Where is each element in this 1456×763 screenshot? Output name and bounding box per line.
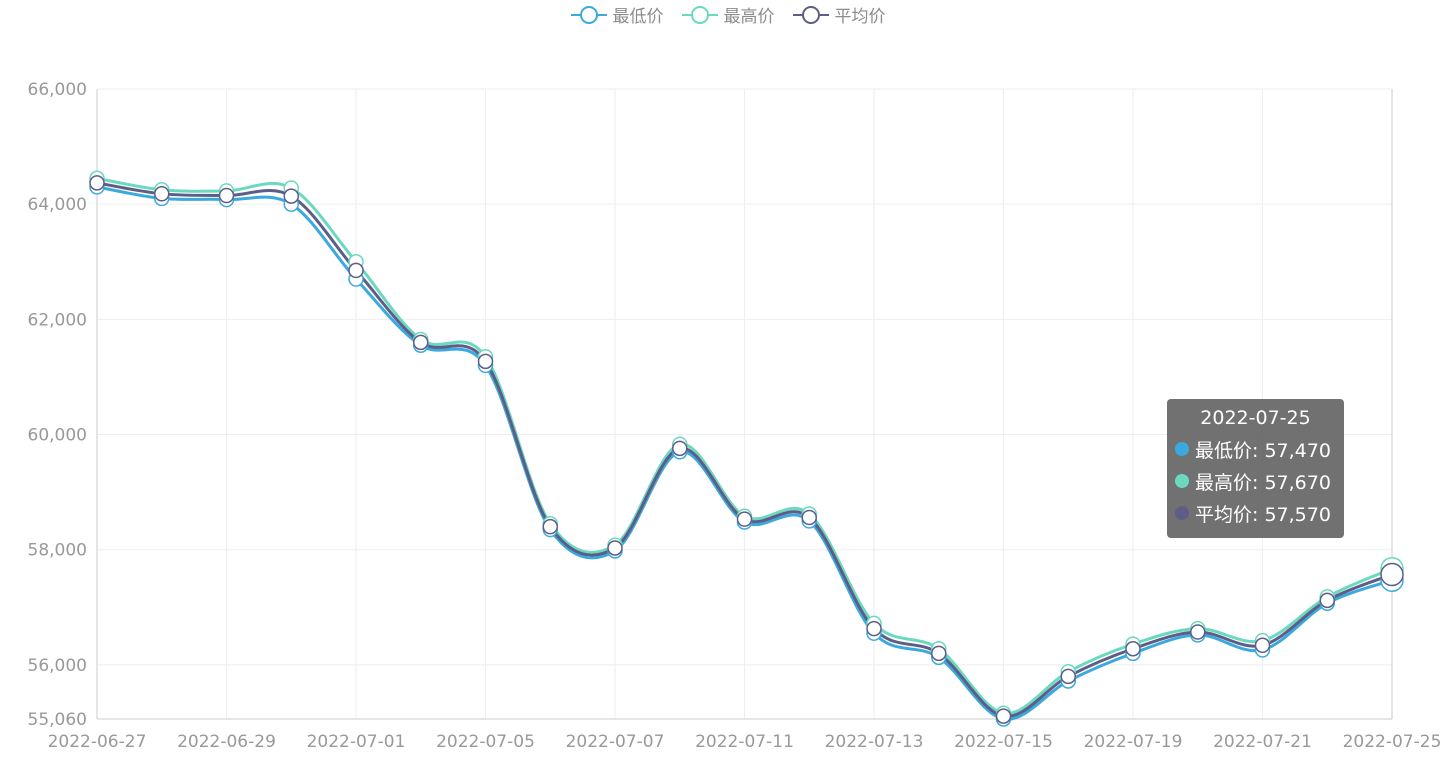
data-point <box>283 188 299 204</box>
legend-line-circle-icon <box>570 5 607 24</box>
data-point <box>218 187 235 204</box>
tooltip-row-high: 最高价: 57,670 <box>1175 465 1336 497</box>
data-point <box>672 440 688 457</box>
data-point <box>542 518 558 535</box>
data-point <box>413 334 429 351</box>
series-dot-icon <box>1175 442 1189 456</box>
tooltip: 2022-07-25 最低价: 57,470 最高价: 57,670 平均价: … <box>1167 399 1344 538</box>
legend-item-low[interactable]: 最低价 <box>570 2 664 27</box>
y-tick-label: 66,000 <box>28 80 87 100</box>
x-tick-label: 2022-07-15 <box>954 732 1053 752</box>
series-dot-icon <box>1175 506 1189 520</box>
y-tick-label: 60,000 <box>28 426 87 446</box>
data-point <box>1319 592 1335 609</box>
tooltip-row-label: 平均价: 57,570 <box>1195 503 1331 526</box>
data-point <box>477 353 494 370</box>
x-tick-label: 2022-07-01 <box>307 732 406 752</box>
y-tick-label: 55,060 <box>28 710 87 730</box>
data-point <box>1190 624 1206 640</box>
legend-item-high[interactable]: 最高价 <box>681 2 775 27</box>
legend-item-avg[interactable]: 平均价 <box>792 2 886 27</box>
legend: 最低价 最高价 平均价 <box>0 2 1456 27</box>
tooltip-row-avg: 平均价: 57,570 <box>1175 497 1336 529</box>
tooltip-row-label: 最高价: 57,670 <box>1195 471 1331 494</box>
x-tick-label: 2022-07-19 <box>1084 732 1183 752</box>
legend-line-circle-icon <box>681 5 718 24</box>
data-point <box>866 620 882 637</box>
data-point <box>1254 637 1271 654</box>
legend-label: 最低价 <box>612 7 664 27</box>
x-tick-label: 2022-07-07 <box>566 732 665 752</box>
data-point <box>1380 562 1404 587</box>
x-tick-label: 2022-07-13 <box>825 732 924 752</box>
data-point <box>801 509 817 526</box>
x-tick-label: 2022-07-25 <box>1343 732 1442 752</box>
tooltip-row-low: 最低价: 57,470 <box>1175 433 1336 465</box>
data-point <box>736 511 753 527</box>
legend-line-circle-icon <box>792 5 829 24</box>
legend-label: 平均价 <box>834 7 886 27</box>
x-tick-label: 2022-07-21 <box>1213 732 1312 752</box>
series-line <box>96 185 1393 721</box>
data-point <box>607 540 623 556</box>
y-tick-label: 64,000 <box>28 195 87 215</box>
data-point <box>89 175 105 191</box>
tooltip-row-label: 最低价: 57,470 <box>1195 439 1331 462</box>
x-tick-label: 2022-07-05 <box>436 732 535 752</box>
data-point <box>348 262 364 279</box>
data-point <box>995 708 1012 724</box>
x-tick-label: 2022-07-11 <box>695 732 794 752</box>
series-line <box>96 181 1393 718</box>
y-tick-label: 58,000 <box>28 541 87 561</box>
x-tick-label: 2022-06-27 <box>48 732 147 752</box>
data-point <box>931 645 947 662</box>
data-point <box>1125 640 1141 657</box>
x-tick-label: 2022-06-29 <box>177 732 276 752</box>
series-line <box>96 176 1393 715</box>
y-tick-label: 56,000 <box>28 656 87 676</box>
legend-label: 最高价 <box>723 7 775 27</box>
data-point <box>1060 668 1076 685</box>
y-tick-label: 62,000 <box>28 310 87 330</box>
series-dot-icon <box>1175 474 1189 488</box>
tooltip-title: 2022-07-25 <box>1200 407 1311 429</box>
data-point <box>154 186 170 202</box>
